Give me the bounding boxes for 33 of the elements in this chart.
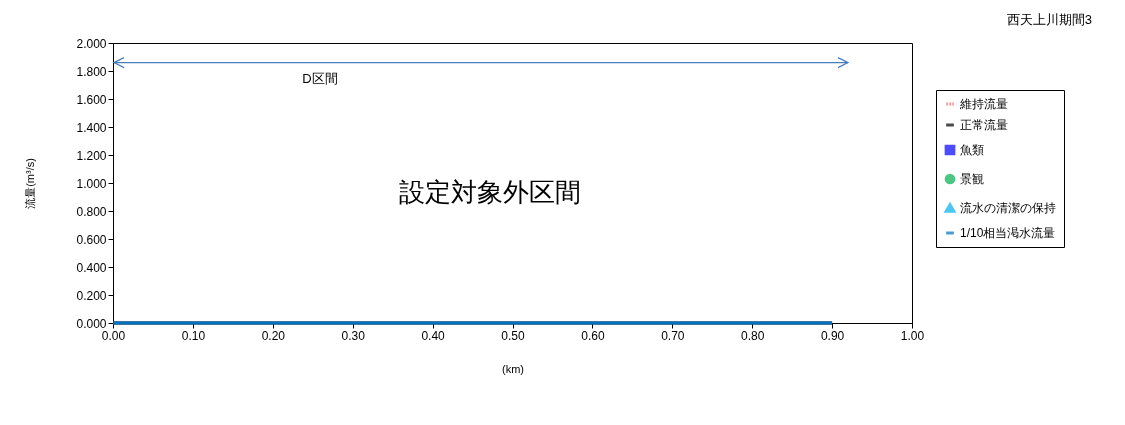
x-tick-label: 0.00 — [101, 328, 126, 343]
x-tick-label: 0.30 — [341, 328, 366, 343]
y-tick-label: 2.000 — [76, 36, 107, 51]
x-tick-label: 0.60 — [581, 328, 605, 343]
x-tick-label: 0.50 — [501, 328, 525, 343]
y-tick-label: 1.600 — [76, 92, 107, 107]
legend-label: 1/10相当渇水流量 — [960, 226, 1056, 240]
y-tick-label: 1.200 — [76, 148, 107, 163]
text: 西天上川期間3 — [1006, 12, 1092, 27]
x-axis-title: (km) — [502, 362, 524, 375]
annotation: 設定対象外区間 — [399, 178, 581, 207]
x-tick-label: 0.90 — [820, 328, 845, 343]
x-tick-label: 0.80 — [741, 328, 765, 343]
y-axis-title: 流量(m³/s) — [24, 158, 37, 209]
y-tick-label: 1.800 — [76, 64, 107, 79]
legend-label: 流水の清潔の保持 — [960, 201, 1056, 215]
y-tick-label: 0.000 — [76, 316, 107, 331]
y-tick-label: 0.800 — [76, 204, 107, 219]
y-tick-label: 1.400 — [76, 120, 107, 135]
x-tick-label: 0.10 — [181, 328, 206, 343]
legend-label: 維持流量 — [959, 97, 1008, 111]
x-tick-label: 0.70 — [661, 328, 685, 343]
legend-label: 正常流量 — [960, 118, 1008, 132]
x-tick-label: 1.00 — [900, 328, 925, 343]
legend-label: 景観 — [960, 172, 984, 186]
y-tick-label: 0.200 — [76, 288, 107, 303]
legend-label: 魚類 — [960, 143, 984, 157]
x-tick-label: 0.40 — [421, 328, 446, 343]
y-tick-label: 1.000 — [76, 176, 107, 191]
y-tick-label: 0.600 — [76, 232, 107, 247]
y-tick-label: 0.400 — [76, 260, 107, 275]
ref-line-label: D区間 — [302, 70, 338, 86]
x-tick-label: 0.20 — [261, 328, 286, 343]
